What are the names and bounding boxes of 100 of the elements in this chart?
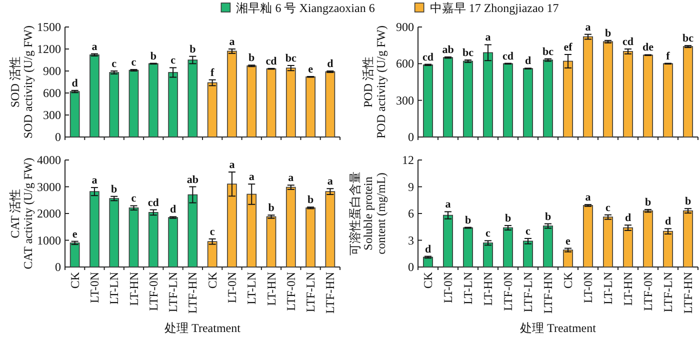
data-label: cd bbox=[148, 196, 159, 209]
x-tick-label: LT-HN bbox=[264, 272, 278, 306]
bar bbox=[463, 60, 473, 138]
bar bbox=[246, 65, 257, 138]
data-label: c bbox=[210, 226, 215, 238]
bar bbox=[483, 52, 493, 138]
data-label: a bbox=[585, 192, 592, 204]
x-tick-label: CK bbox=[421, 272, 435, 289]
bar bbox=[503, 63, 513, 138]
data-label: c bbox=[131, 192, 136, 205]
data-label: c bbox=[170, 54, 176, 67]
y-tick-label: 1000 bbox=[37, 233, 61, 248]
bar bbox=[109, 198, 120, 268]
x-tick-label: CK bbox=[561, 272, 575, 289]
bar bbox=[563, 250, 573, 268]
bar bbox=[503, 227, 513, 268]
x-axis-title: 处理 Treatment bbox=[520, 321, 597, 335]
data-label: cd bbox=[266, 55, 277, 68]
bar bbox=[188, 60, 198, 138]
bar bbox=[463, 227, 473, 268]
y-tick-label: 0 bbox=[55, 260, 61, 274]
data-label: b bbox=[464, 214, 472, 226]
data-label: b bbox=[150, 50, 156, 62]
data-label: d bbox=[170, 204, 176, 216]
bar bbox=[246, 194, 257, 268]
data-label: b bbox=[504, 212, 512, 225]
y-tick-label: 600 bbox=[396, 56, 414, 71]
bar bbox=[168, 72, 178, 138]
data-label: b bbox=[604, 27, 612, 40]
data-label: a bbox=[288, 172, 294, 184]
bar bbox=[543, 226, 553, 268]
bar bbox=[286, 186, 296, 268]
data-label: b bbox=[111, 183, 118, 196]
bar bbox=[563, 60, 573, 138]
y-tick-label: 9 bbox=[408, 180, 414, 194]
bar bbox=[168, 217, 178, 268]
bar bbox=[523, 68, 533, 138]
y-tick-label: 300 bbox=[43, 108, 61, 122]
y-tick-label: 900 bbox=[396, 20, 414, 34]
bar bbox=[483, 242, 493, 268]
bar bbox=[603, 216, 613, 268]
y-tick-label: 6 bbox=[408, 206, 414, 220]
data-label: b bbox=[190, 43, 196, 56]
bar bbox=[148, 63, 158, 138]
x-tick-label: LTF-0N bbox=[284, 272, 298, 311]
data-label: ef bbox=[564, 42, 573, 54]
x-tick-label: LT-LN bbox=[244, 272, 259, 304]
data-label: b bbox=[644, 196, 652, 208]
data-label: c bbox=[131, 56, 136, 69]
data-label: bc bbox=[682, 32, 694, 45]
y-tick-label: 2000 bbox=[37, 206, 61, 220]
y-tick-label: 0 bbox=[55, 130, 61, 144]
y-tick-label: 0 bbox=[408, 130, 414, 144]
data-label: c bbox=[112, 58, 117, 70]
x-tick-label: LTF-0N bbox=[146, 272, 160, 311]
data-label: bc bbox=[285, 52, 297, 64]
bar bbox=[583, 36, 593, 138]
bar bbox=[325, 71, 336, 138]
x-tick-label: LTF-HN bbox=[186, 272, 200, 314]
y-tick-label: 4000 bbox=[37, 153, 61, 167]
x-tick-label: LT-0N bbox=[441, 272, 455, 304]
bar bbox=[663, 63, 673, 138]
y-tick-label: 3 bbox=[408, 233, 414, 248]
data-label: b bbox=[307, 194, 314, 206]
y-axis-title: 可溶性蛋白含量 Soluble protein content (mg/mL) bbox=[348, 172, 388, 256]
data-label: d bbox=[624, 212, 632, 224]
bar bbox=[70, 242, 80, 268]
bar bbox=[306, 76, 316, 138]
bar bbox=[128, 70, 139, 138]
y-tick-label: 1500 bbox=[37, 20, 61, 34]
x-tick-label: LT-HN bbox=[621, 272, 635, 306]
data-label: b bbox=[268, 202, 274, 214]
x-tick-label: LT-HN bbox=[481, 272, 495, 306]
x-tick-label: LTF-HN bbox=[541, 272, 555, 314]
y-axis-title: POD 活性 POD activity (U/g FW) bbox=[361, 26, 388, 138]
x-tick-label: LTF-0N bbox=[641, 272, 655, 311]
y-tick-label: 1200 bbox=[37, 42, 61, 56]
data-label: bc bbox=[542, 46, 554, 58]
data-label: a bbox=[327, 176, 334, 188]
bar bbox=[623, 51, 633, 138]
data-label: cd bbox=[502, 50, 514, 62]
bar bbox=[286, 68, 296, 138]
bar bbox=[423, 256, 433, 268]
bar bbox=[90, 54, 100, 138]
bar bbox=[423, 64, 433, 138]
y-tick-label: 300 bbox=[396, 93, 414, 108]
bar bbox=[683, 46, 693, 138]
data-label: e bbox=[72, 228, 78, 240]
x-tick-label: LT-HN bbox=[126, 272, 141, 306]
data-label: c bbox=[606, 202, 611, 214]
x-tick-label: LTF-0N bbox=[501, 272, 515, 311]
legend-label: 中嘉早 17 Zhongjiazao 17 bbox=[430, 1, 559, 15]
bar bbox=[207, 82, 218, 138]
x-tick-label: LT-LN bbox=[107, 272, 122, 304]
data-label: d bbox=[524, 55, 532, 68]
x-tick-label: CK bbox=[205, 272, 220, 289]
data-label: c bbox=[526, 225, 531, 238]
bar bbox=[523, 240, 533, 268]
data-label: d bbox=[424, 243, 432, 256]
data-label: a bbox=[92, 174, 98, 187]
